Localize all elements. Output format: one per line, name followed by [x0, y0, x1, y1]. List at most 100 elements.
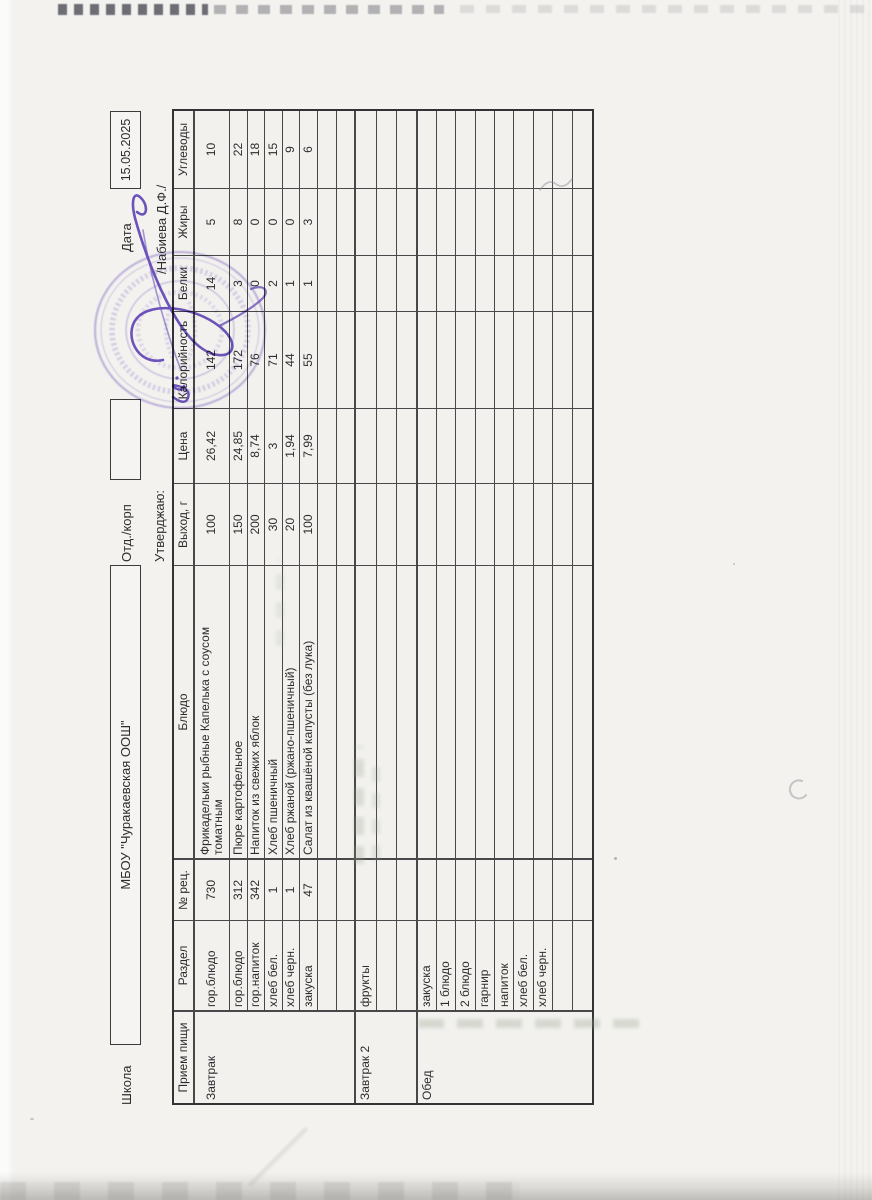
protein-cell — [417, 255, 437, 311]
output-cell — [417, 483, 437, 565]
recipe-no-cell: 342 — [247, 858, 265, 920]
output-cell — [553, 483, 573, 565]
dish-cell — [336, 565, 356, 858]
price-cell — [317, 408, 337, 483]
price-cell — [495, 408, 515, 483]
recipe-no-cell — [553, 858, 573, 920]
dish-cell — [436, 565, 457, 858]
carbs-cell — [573, 111, 592, 188]
razdel-cell: гор.блюдо — [230, 920, 248, 1010]
fat-cell: 3 — [300, 188, 318, 255]
razdel-cell — [317, 920, 337, 1010]
protein-cell — [553, 255, 573, 311]
carbs-cell — [317, 111, 337, 188]
carbs-cell — [397, 111, 418, 188]
output-cell — [533, 483, 554, 565]
recipe-no-cell — [317, 858, 337, 920]
output-cell — [397, 483, 418, 565]
dish-cell — [553, 565, 573, 858]
price-cell — [475, 408, 496, 483]
calories-cell — [336, 311, 356, 408]
price-cell — [436, 408, 457, 483]
column-header: № рец. — [174, 858, 195, 920]
razdel-cell — [336, 920, 356, 1010]
round-stamp — [93, 250, 267, 410]
price-cell — [514, 408, 534, 483]
fat-cell — [572, 188, 593, 255]
output-cell — [356, 483, 377, 565]
fat-cell — [336, 188, 356, 255]
protein-cell — [456, 255, 476, 311]
fat-cell — [356, 188, 377, 255]
calories-cell — [514, 311, 534, 408]
razdel-cell: хлеб бел. — [514, 920, 534, 1010]
carbs-cell — [495, 111, 515, 188]
fat-cell — [475, 188, 496, 255]
protein-cell — [495, 255, 515, 311]
dish-cell: Хлеб ржаной (ржано-пшеничный) — [282, 565, 300, 858]
calories-cell — [317, 311, 337, 408]
school-label: Школа — [119, 1065, 134, 1105]
dish-cell — [356, 565, 377, 858]
signature — [130, 194, 267, 403]
calories-cell — [553, 311, 573, 408]
fat-cell — [317, 188, 337, 255]
dish-cell: Хлеб пшеничный — [265, 565, 283, 858]
school-name: МБОУ "Чуракаевская ООШ" — [118, 720, 133, 890]
recipe-no-cell: 1 — [265, 858, 283, 920]
dish-cell — [495, 565, 515, 858]
fat-cell — [533, 188, 554, 255]
carbs-cell — [356, 111, 377, 188]
output-cell: 150 — [230, 483, 248, 565]
razdel-cell: закуска — [417, 920, 437, 1010]
protein-cell — [533, 255, 554, 311]
razdel-cell: хлеб черн. — [533, 920, 554, 1010]
protein-cell — [317, 255, 337, 311]
carbs-cell — [456, 111, 476, 188]
price-cell — [572, 408, 593, 483]
recipe-no-cell — [475, 858, 496, 920]
meal-section-label: Обед — [417, 1010, 593, 1103]
recipe-no-cell: 1 — [282, 858, 300, 920]
dish-cell: Напиток из свежих яблок — [247, 565, 265, 858]
recipe-no-cell: 47 — [300, 858, 318, 920]
razdel-cell: 2 блюдо — [456, 920, 476, 1010]
razdel-cell: фрукты — [356, 920, 377, 1010]
fat-cell — [514, 188, 534, 255]
dish-cell — [475, 565, 496, 858]
carbs-cell — [417, 111, 437, 188]
calories-cell — [397, 311, 418, 408]
protein-cell — [572, 255, 593, 311]
column-header: Блюдо — [174, 565, 195, 858]
dish-cell — [533, 565, 554, 858]
recipe-no-cell — [376, 858, 397, 920]
output-cell: 200 — [247, 483, 265, 565]
calories-cell — [356, 311, 377, 408]
output-cell — [336, 483, 356, 565]
output-cell: 30 — [265, 483, 283, 565]
price-cell — [376, 408, 397, 483]
dish-cell — [456, 565, 476, 858]
price-cell — [456, 408, 476, 483]
recipe-no-cell — [397, 858, 418, 920]
dish-cell: Салат из квашёной капусты (без лука) — [300, 565, 318, 858]
dish-cell: Пюре картофельное — [230, 565, 248, 858]
meal-section-label: Завтрак 2 — [356, 1010, 418, 1103]
carbs-cell — [553, 111, 573, 188]
protein-cell — [376, 255, 397, 311]
fat-cell — [553, 188, 573, 255]
output-cell — [317, 483, 337, 565]
calories-cell — [572, 311, 593, 408]
output-cell — [572, 483, 593, 565]
calories-cell — [533, 311, 554, 408]
calories-cell — [475, 311, 496, 408]
carbs-cell — [475, 111, 496, 188]
calories-cell — [456, 311, 476, 408]
recipe-no-cell — [456, 858, 476, 920]
calories-cell: 55 — [300, 311, 318, 408]
recipe-no-cell: 312 — [230, 858, 248, 920]
column-header: Прием пищи — [174, 1010, 195, 1103]
fat-cell — [495, 188, 515, 255]
calories-cell — [436, 311, 457, 408]
